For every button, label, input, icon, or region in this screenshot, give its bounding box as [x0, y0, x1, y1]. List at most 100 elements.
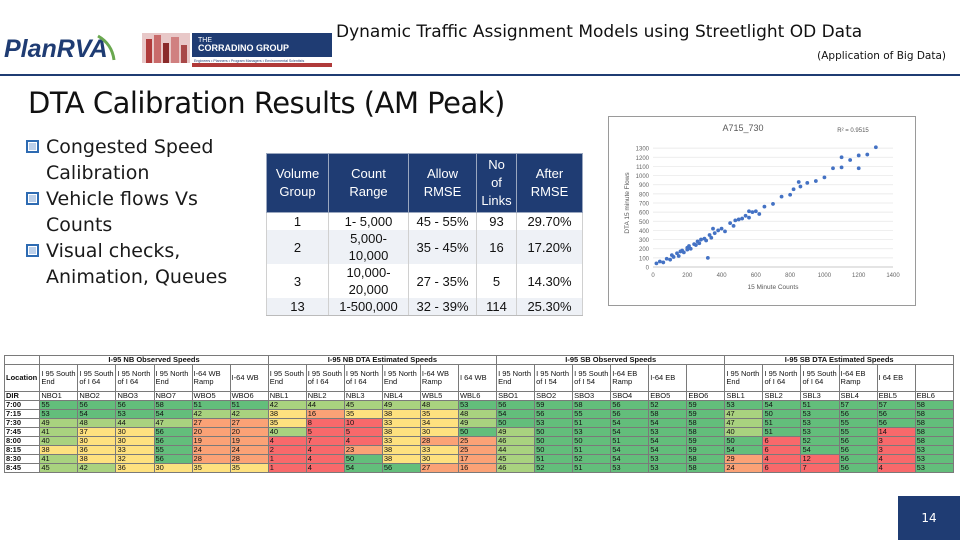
speed-cell: 7 [305, 436, 345, 446]
scatter-point [671, 255, 676, 259]
x-tick-label: 0 [651, 273, 655, 279]
speed-cell: 20 [229, 427, 269, 437]
dir-code: EBL5 [876, 391, 916, 401]
speed-cell: 53 [534, 418, 574, 428]
speed-cell: 16 [457, 463, 498, 473]
speed-cell: 38 [381, 427, 421, 437]
scatter-point [831, 166, 835, 171]
bullet-item: Congested Speed Calibration [26, 134, 256, 186]
location-header: I 95 South of I 64 [800, 364, 840, 392]
speed-cell: 6 [762, 436, 802, 446]
speed-cell: 24 [229, 445, 269, 455]
speed-cell: 50 [534, 427, 574, 437]
corradino-logo: THE CORRADINO GROUP Engineers • Planners… [142, 31, 332, 67]
rmse-header: Count Range [328, 153, 409, 213]
scatter-point [839, 155, 844, 160]
scatter-point [664, 256, 669, 261]
speed-cell: 51 [191, 400, 231, 410]
rmse-cell: 5,000- 10,000 [328, 230, 409, 264]
scatter-point [707, 233, 712, 237]
speed-cell: 54 [610, 427, 650, 437]
rmse-header: After RMSE [516, 153, 583, 213]
speed-cell: 55 [838, 427, 878, 437]
speed-cell: 58 [686, 418, 726, 428]
speed-cell: 54 [648, 436, 688, 446]
speeds-row: 8:00 40 30 30 56 19 19 4 7 4 33 28 25 46 50 50 51 54 59 50 6… [3, 436, 955, 446]
speed-cell: 1 [267, 454, 307, 464]
speed-cell: 10 [343, 418, 383, 428]
speed-cell: 6 [762, 445, 802, 455]
y-tick-label: 1000 [636, 174, 650, 180]
speed-cell: 45 [39, 463, 79, 473]
speeds-group-header: I-95 NB Observed Speeds [39, 355, 269, 365]
y-tick-label: 700 [639, 202, 650, 208]
scatter-point [771, 202, 775, 206]
location-header: I 64 EB [876, 364, 916, 392]
scatter-point [736, 217, 741, 222]
x-tick-label: 1400 [886, 273, 900, 279]
time-label: 7:45 [3, 427, 41, 437]
speed-cell: 59 [534, 400, 574, 410]
rmse-cell: 1- 5,000 [328, 212, 409, 230]
location-header: I 95 North of I 64 [343, 364, 383, 392]
speeds-row: 7:45 41 37 30 56 20 20 40 5 5 38 30 50 49 50 53 54 53 58 40… [3, 427, 955, 437]
location-header: I 95 North of I 64 [762, 364, 802, 392]
speed-cell: 32 [115, 454, 155, 464]
speed-cell: 52 [572, 454, 612, 464]
r-squared-label: R² = 0.9515 [837, 128, 869, 134]
speed-cell: 53 [610, 463, 650, 473]
scatter-point [743, 213, 748, 218]
x-tick-label: 400 [717, 273, 728, 279]
speed-cell: 53 [800, 418, 840, 428]
y-tick-label: 100 [639, 256, 650, 262]
speed-cell: 40 [39, 436, 79, 446]
speed-cell: 48 [77, 418, 117, 428]
speed-cell: 50 [534, 436, 574, 446]
speed-cell: 56 [876, 418, 916, 428]
scatter-point [747, 215, 751, 220]
speeds-group-header: I-95 SB DTA Estimated Speeds [724, 355, 954, 365]
rmse-row: 3 10,000- 20,000 27 - 35% 5 14.30% [266, 264, 583, 298]
dir-code: NBL1 [267, 391, 307, 401]
scatter-point [796, 180, 801, 184]
speed-cell: 54 [153, 409, 193, 419]
speed-cell: 42 [267, 400, 307, 410]
rmse-cell: 3 [266, 264, 329, 298]
time-label: 8:15 [3, 445, 41, 455]
speed-cell: 30 [153, 463, 193, 473]
speed-cell: 55 [39, 400, 79, 410]
speeds-row: 8:15 38 36 33 55 24 24 2 4 23 38 33 25 44 50 51 54 54 59 54… [3, 445, 955, 455]
scatter-point [856, 153, 861, 158]
speed-cell: 20 [191, 427, 231, 437]
speed-cell: 58 [648, 409, 688, 419]
bullet-item: Visual checks, Animation, Queues [26, 238, 256, 290]
speed-cell: 25 [457, 436, 498, 446]
speed-cell: 50 [457, 427, 498, 437]
speed-cell: 12 [800, 454, 840, 464]
y-tick-label: 800 [639, 192, 650, 198]
rmse-cell: 17.20% [516, 230, 583, 264]
scatter-point [740, 216, 745, 221]
speed-cell: 53 [39, 409, 79, 419]
scatter-point [723, 229, 727, 234]
speed-cell: 55 [153, 445, 193, 455]
scatter-point [733, 218, 738, 223]
speed-cell: 33 [381, 418, 421, 428]
speed-cell: 14 [876, 427, 916, 437]
checkbox-bullet-icon [26, 140, 39, 153]
rmse-row: 13 1-500,000 32 - 39% 114 25.30% [266, 298, 583, 316]
speed-cell: 59 [686, 436, 726, 446]
dir-code: EBO5 [648, 391, 688, 401]
location-header: I 95 North End [381, 364, 421, 392]
rmse-cell: 45 - 55% [408, 212, 477, 230]
speed-cell: 53 [572, 427, 612, 437]
speed-cell: 5 [305, 427, 345, 437]
speed-cell: 30 [419, 454, 459, 464]
speed-cell: 28 [191, 454, 231, 464]
speed-cell: 4 [305, 463, 345, 473]
scatter-point [747, 209, 751, 214]
scatter-point [791, 187, 796, 192]
speed-cell: 54 [648, 418, 688, 428]
speed-cell: 51 [762, 418, 802, 428]
scatter-point [762, 204, 767, 209]
